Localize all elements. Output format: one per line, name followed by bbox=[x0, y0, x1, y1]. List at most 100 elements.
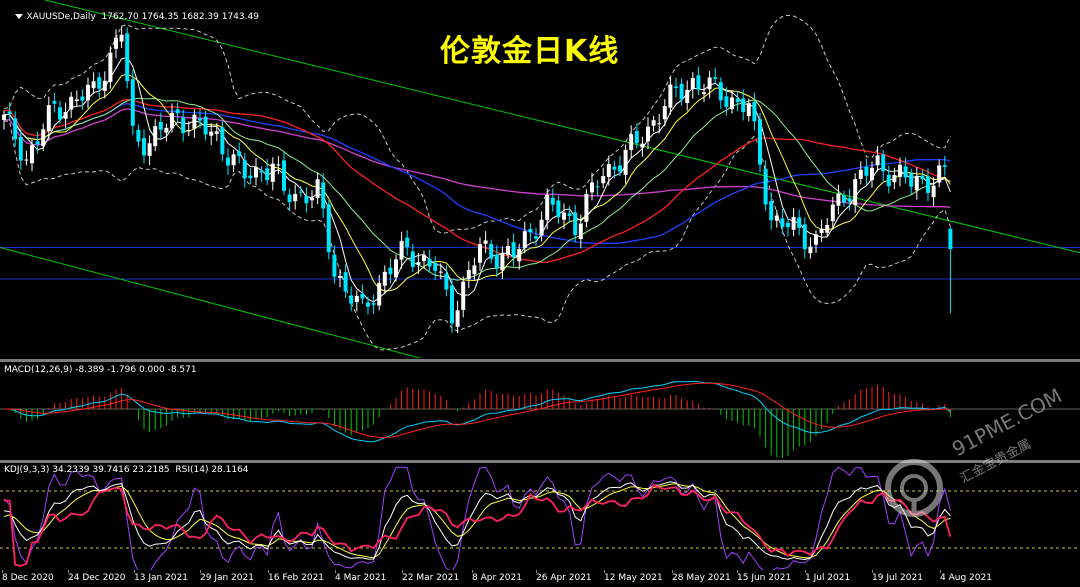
candle-body bbox=[158, 121, 163, 130]
candle-body bbox=[24, 159, 29, 161]
candle-body bbox=[618, 165, 622, 172]
candle-body bbox=[438, 271, 443, 273]
macd-header: MACD(12,26,9) -8.389 -1.796 0.000 -8.571 bbox=[4, 365, 197, 375]
candle-body bbox=[209, 131, 214, 136]
triangle-down-icon[interactable] bbox=[15, 14, 24, 19]
x-axis-label: 29 Jan 2021 bbox=[200, 573, 254, 583]
kdj-header: KDJ(9,3,3) 34.2339 39.7416 23.2185 RSI(1… bbox=[4, 465, 249, 475]
candle-body bbox=[310, 198, 314, 201]
candle-body bbox=[494, 254, 499, 269]
candle-body bbox=[108, 52, 113, 82]
candle-body bbox=[142, 138, 146, 156]
candle-body bbox=[562, 212, 566, 220]
candle-body bbox=[18, 136, 23, 161]
x-axis-tick bbox=[604, 570, 605, 573]
candle-body bbox=[7, 111, 12, 115]
candle-body bbox=[130, 79, 135, 126]
candle-body bbox=[550, 197, 555, 205]
candle-body bbox=[500, 253, 505, 271]
x-axis-label: 28 May 2021 bbox=[672, 573, 731, 583]
candle-body bbox=[601, 176, 606, 184]
candle-body bbox=[814, 234, 818, 245]
candle-body bbox=[858, 169, 863, 179]
candle-body bbox=[847, 198, 852, 202]
panel-separator[interactable] bbox=[0, 359, 1080, 362]
candle-body bbox=[718, 82, 723, 101]
candle-body bbox=[595, 186, 600, 188]
candle-body bbox=[265, 168, 270, 181]
kdj-rsi-panel[interactable]: KDJ(9,3,3) 34.2339 39.7416 23.2185 RSI(1… bbox=[0, 463, 1080, 570]
candle-body bbox=[702, 92, 706, 94]
candle-body bbox=[623, 149, 628, 175]
candle-body bbox=[819, 228, 824, 233]
candle-body bbox=[875, 155, 880, 166]
candle-body bbox=[534, 236, 538, 239]
candle-body bbox=[937, 165, 942, 183]
candle-body bbox=[2, 114, 6, 120]
candle-body bbox=[522, 231, 527, 248]
candle-body bbox=[377, 283, 382, 306]
candle-body bbox=[366, 302, 370, 307]
candle-body bbox=[231, 154, 236, 166]
x-axis-tick bbox=[872, 570, 873, 573]
candle-body bbox=[853, 179, 858, 205]
candle-body bbox=[724, 96, 729, 107]
candle-body bbox=[567, 213, 572, 216]
candle-body bbox=[791, 216, 796, 230]
candle-body bbox=[349, 295, 354, 304]
candle-body bbox=[511, 242, 516, 258]
candle-body bbox=[69, 96, 74, 110]
candle-body bbox=[220, 127, 225, 155]
candle-body bbox=[181, 117, 186, 134]
candle-body bbox=[657, 123, 662, 125]
candle-body bbox=[528, 228, 533, 233]
x-axis-tick bbox=[536, 570, 537, 573]
candle-body bbox=[802, 224, 807, 250]
candle-body bbox=[203, 116, 208, 135]
x-axis-label: 8 Dec 2020 bbox=[2, 573, 54, 583]
macd-signal-line bbox=[4, 382, 951, 439]
candle-body bbox=[125, 33, 130, 82]
macd-panel[interactable]: MACD(12,26,9) -8.389 -1.796 0.000 -8.571 bbox=[0, 363, 1080, 460]
candle-body bbox=[478, 244, 482, 263]
candle-body bbox=[769, 201, 774, 221]
candle-body bbox=[668, 84, 673, 108]
x-axis-label: 4 Mar 2021 bbox=[335, 573, 387, 583]
x-axis-tick bbox=[737, 570, 738, 573]
candle-body bbox=[360, 294, 365, 299]
x-axis-tick bbox=[805, 570, 806, 573]
candle-body bbox=[606, 164, 611, 177]
candle-body bbox=[293, 194, 298, 202]
panel-separator[interactable] bbox=[0, 460, 1080, 463]
candle-body bbox=[41, 129, 46, 147]
candle-body bbox=[573, 212, 578, 235]
candle-body bbox=[74, 99, 79, 101]
x-axis-tick bbox=[68, 570, 69, 573]
candle-body bbox=[483, 240, 488, 244]
x-axis-label: 19 Jul 2021 bbox=[872, 573, 923, 583]
candle-body bbox=[214, 131, 219, 134]
watermark: 91PME.COM 汇金宝贵金属 bbox=[878, 383, 1066, 534]
candle-body bbox=[13, 118, 18, 140]
x-axis-label: 1 Jul 2021 bbox=[805, 573, 851, 583]
price-chart-panel[interactable]: XAUUSDe,Daily 1762.70 1764.35 1682.39 17… bbox=[0, 0, 1080, 358]
candle-body bbox=[578, 223, 583, 239]
candle-body bbox=[651, 120, 656, 126]
candle-body bbox=[186, 130, 191, 132]
candle-body bbox=[679, 83, 684, 100]
candle-body bbox=[338, 275, 342, 278]
candle-body bbox=[422, 255, 426, 261]
rsi-line bbox=[4, 483, 952, 567]
candle-body bbox=[830, 204, 835, 222]
x-axis-tick bbox=[268, 570, 269, 573]
candle-body bbox=[886, 174, 891, 187]
candle-body bbox=[763, 168, 768, 205]
candle-body bbox=[326, 204, 331, 253]
candle-body bbox=[696, 75, 701, 90]
candle-body bbox=[752, 101, 757, 122]
candle-body bbox=[170, 112, 174, 129]
candle-body bbox=[399, 240, 404, 260]
candle-body bbox=[713, 77, 718, 79]
x-axis-tick bbox=[472, 570, 473, 573]
candle-body bbox=[584, 194, 589, 222]
